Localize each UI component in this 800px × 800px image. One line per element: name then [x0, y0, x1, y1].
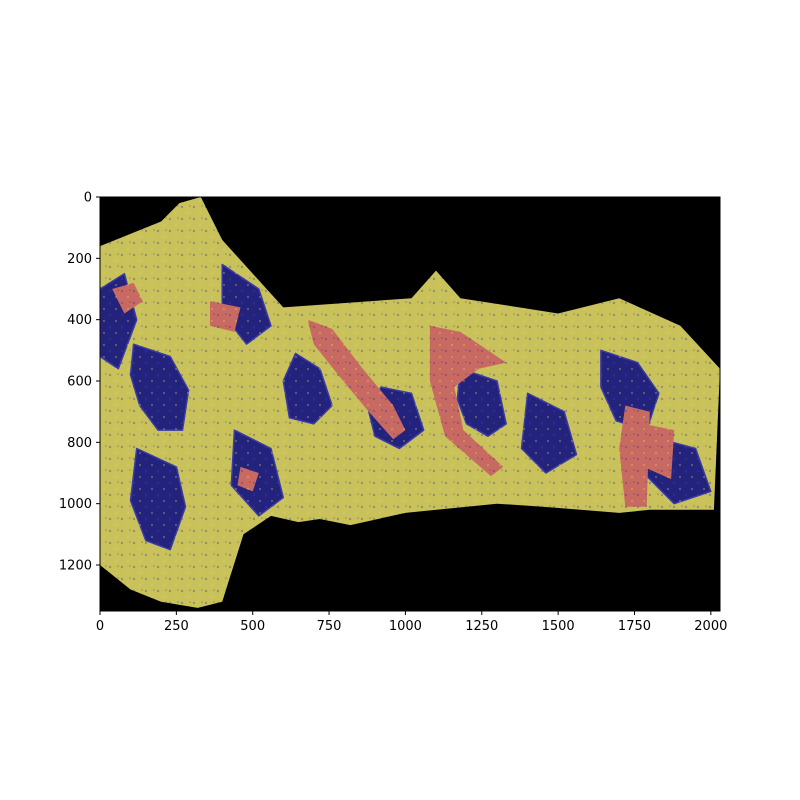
y-tick-label: 200: [67, 252, 92, 267]
y-axis: 0 200 400 600 800 1000 1200: [59, 191, 100, 574]
x-tick-label: 500: [240, 619, 265, 634]
x-tick-label: 750: [317, 619, 342, 634]
y-tick-label: 600: [67, 375, 92, 390]
y-tick-label: 400: [67, 313, 92, 328]
axes-frame: [99, 196, 721, 612]
x-tick-label: 1500: [542, 619, 575, 634]
y-tick-label: 1000: [59, 497, 92, 512]
x-tick-label: 0: [96, 619, 104, 634]
y-tick-label: 800: [67, 436, 92, 451]
x-tick-label: 250: [164, 619, 189, 634]
plot-area: [100, 197, 720, 611]
texture-layer: [100, 197, 720, 608]
x-tick-label: 1000: [389, 619, 422, 634]
x-axis: 0 250 500 750 1000 1250 1500 1750 2000: [96, 611, 727, 634]
y-tick-label: 0: [84, 191, 92, 206]
x-tick-label: 2000: [694, 619, 727, 634]
x-tick-label: 1250: [465, 619, 498, 634]
y-tick-label: 1200: [59, 559, 92, 574]
x-tick-label: 1750: [618, 619, 651, 634]
texture-overlay: [100, 197, 720, 608]
